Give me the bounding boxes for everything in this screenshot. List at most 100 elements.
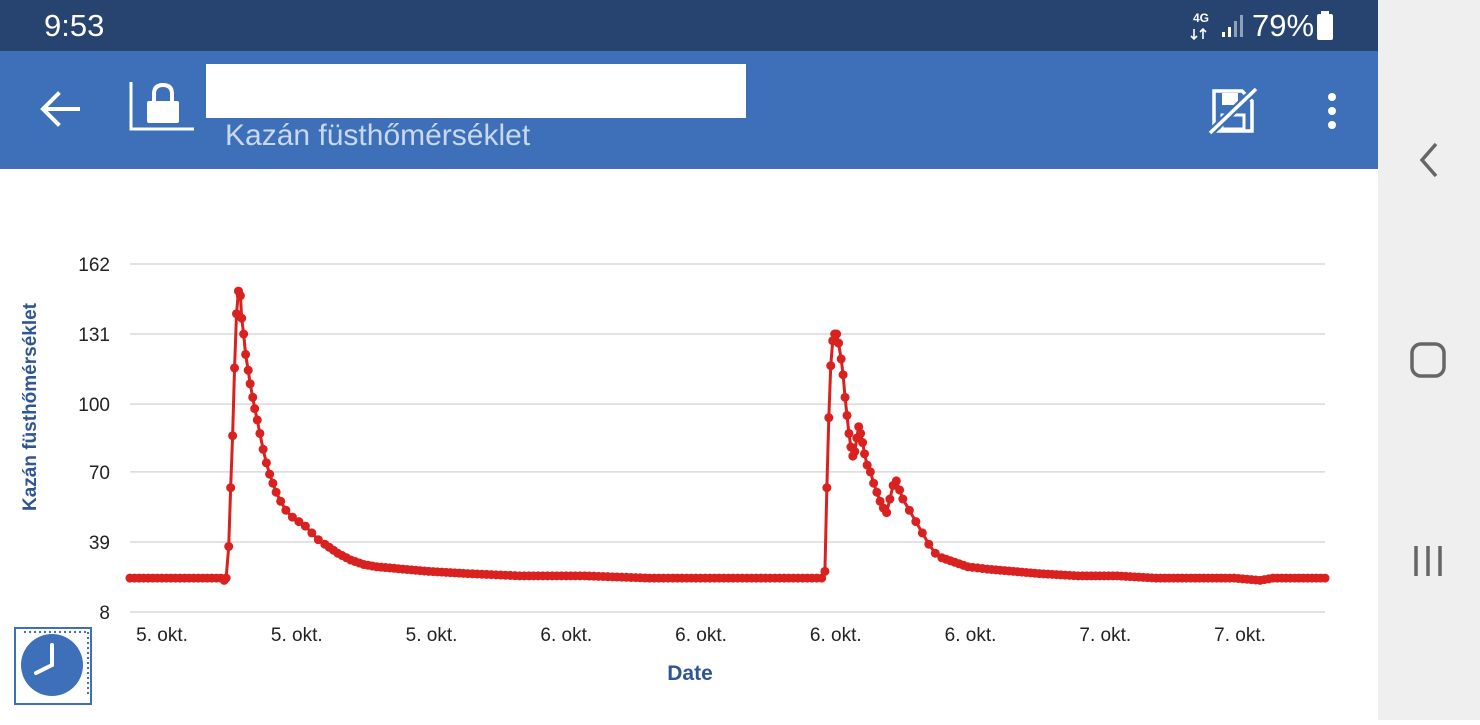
- data-point: [856, 428, 866, 438]
- data-point: [836, 354, 846, 364]
- data-point: [885, 494, 895, 504]
- x-tick-label: 7. okt.: [1214, 625, 1266, 646]
- x-tick-label: 6. okt.: [810, 625, 862, 646]
- data-point: [875, 496, 885, 506]
- y-tick-label: 131: [78, 325, 110, 346]
- data-point: [239, 329, 249, 339]
- data-point: [226, 483, 236, 493]
- time-range-button[interactable]: [14, 627, 92, 705]
- battery-icon: [1317, 11, 1333, 40]
- data-point: [307, 528, 317, 538]
- data-point: [224, 541, 234, 551]
- clock-icon: [14, 627, 92, 705]
- data-point: [854, 422, 864, 432]
- data-point: [869, 478, 879, 488]
- data-point: [261, 458, 271, 468]
- data-point: [294, 517, 304, 527]
- data-point: [271, 487, 281, 497]
- x-tick-label: 5. okt.: [136, 625, 188, 646]
- data-point: [287, 512, 297, 522]
- data-point: [245, 379, 255, 389]
- data-point: [235, 291, 245, 301]
- more-vert-icon[interactable]: [1322, 91, 1342, 131]
- data-point: [895, 485, 905, 495]
- data-point: [850, 447, 860, 457]
- x-tick-label: 6. okt.: [945, 625, 997, 646]
- lock-icon: [129, 82, 194, 131]
- y-tick-label: 162: [78, 255, 110, 276]
- nav-recents-icon[interactable]: [1410, 543, 1446, 579]
- data-point: [834, 338, 844, 348]
- no-save-icon[interactable]: [1208, 85, 1258, 135]
- data-point: [281, 505, 291, 515]
- data-point: [258, 444, 268, 454]
- data-point: [265, 469, 275, 479]
- data-point: [255, 428, 265, 438]
- data-point: [300, 521, 310, 531]
- data-point: [917, 528, 927, 538]
- data-point: [860, 449, 870, 459]
- data-point: [250, 404, 260, 414]
- x-tick-label: 6. okt.: [540, 625, 592, 646]
- data-point: [898, 494, 908, 504]
- network-type: 4G: [1192, 11, 1209, 25]
- data-point: [228, 431, 238, 441]
- data-point: [1320, 573, 1330, 583]
- line-chart: 162 131 100 70 39 8 5. okt. 5. okt. 5. okt. 6. o…: [20, 255, 1330, 685]
- data-point: [858, 438, 868, 448]
- x-tick-label: 5. okt.: [406, 625, 458, 646]
- data-point: [237, 313, 247, 323]
- data-point: [230, 363, 240, 373]
- data-point: [221, 573, 231, 583]
- data-point: [924, 539, 934, 549]
- data-point: [820, 566, 830, 576]
- y-tick-label: 100: [78, 395, 110, 416]
- data-point: [241, 349, 251, 359]
- y-tick-label: 70: [89, 463, 110, 484]
- data-point: [826, 361, 836, 371]
- data-point: [248, 392, 258, 402]
- chart-series: [125, 286, 1330, 585]
- x-tick-label: 6. okt.: [675, 625, 727, 646]
- app-bar: Kazán füsthőmérséklet: [0, 51, 1378, 169]
- app-title: [206, 64, 746, 118]
- y-axis-label: Kazán füsthőmérséklet: [20, 302, 41, 511]
- status-bar: 9:53 4G 79%: [0, 0, 1378, 51]
- chart-container: 162 131 100 70 39 8 5. okt. 5. okt. 5. okt. 6. o…: [0, 169, 1378, 720]
- series-line: [130, 290, 1325, 583]
- nav-home-icon[interactable]: [1408, 340, 1448, 380]
- data-point: [832, 329, 842, 339]
- data-point: [840, 392, 850, 402]
- chart-grid: [130, 263, 1325, 613]
- data-arrows-icon: [1190, 28, 1207, 40]
- data-point: [252, 415, 262, 425]
- y-axis-ticks: 162 131 100 70 39 8: [78, 255, 110, 624]
- signal-icon: [1222, 15, 1243, 37]
- data-point: [891, 476, 901, 486]
- data-point: [268, 478, 278, 488]
- data-point: [822, 483, 832, 493]
- x-tick-label: 7. okt.: [1079, 625, 1131, 646]
- data-point: [930, 548, 940, 558]
- data-point: [842, 410, 852, 420]
- data-point: [865, 467, 875, 477]
- status-time: 9:53: [44, 8, 105, 43]
- arrow-left-icon[interactable]: [36, 89, 82, 129]
- data-point: [844, 428, 854, 438]
- data-point: [882, 508, 892, 518]
- data-point: [911, 517, 921, 527]
- data-point: [838, 370, 848, 380]
- battery-percent: 79%: [1252, 8, 1315, 43]
- data-point: [313, 535, 323, 545]
- data-point: [824, 413, 834, 423]
- y-tick-label: 8: [99, 603, 110, 624]
- data-point: [872, 487, 882, 497]
- data-point: [817, 573, 827, 583]
- system-nav-bar: [1378, 0, 1480, 720]
- data-point: [243, 365, 253, 375]
- data-point: [276, 496, 286, 506]
- y-tick-label: 39: [89, 533, 110, 554]
- nav-back-icon[interactable]: [1414, 140, 1444, 180]
- app-subtitle: Kazán füsthőmérséklet: [225, 119, 531, 152]
- data-point: [904, 505, 914, 515]
